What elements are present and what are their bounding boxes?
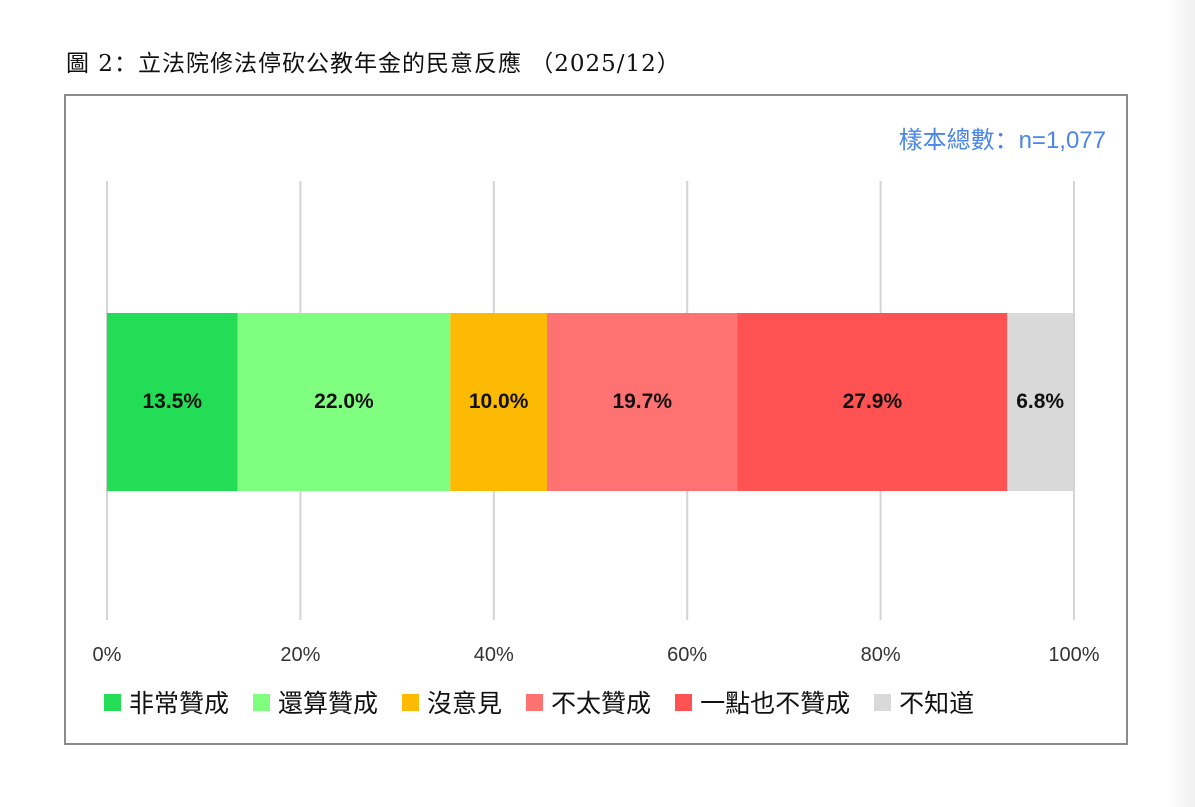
- legend-swatch: [402, 693, 420, 711]
- page-edge-shadow: [1167, 0, 1195, 807]
- x-tick-label: 80%: [861, 644, 901, 666]
- legend-item: 不知道: [874, 684, 974, 720]
- legend-label: 不知道: [899, 690, 975, 718]
- legend-label: 還算贊成: [278, 690, 379, 718]
- bar-segment: [450, 313, 547, 491]
- data-label: 6.8%: [1016, 390, 1064, 413]
- bar-segment: [546, 313, 738, 491]
- legend-label: 沒意見: [427, 690, 503, 718]
- legend-swatch: [104, 693, 121, 711]
- x-tick-label: 100%: [1048, 644, 1099, 666]
- data-label: 13.5%: [142, 390, 202, 413]
- data-label: 27.9%: [843, 390, 903, 413]
- data-label: 22.0%: [314, 390, 374, 413]
- x-tick-label: 60%: [667, 644, 707, 666]
- legend-swatch: [526, 693, 544, 711]
- x-tick-label: 40%: [474, 644, 514, 666]
- bar-segment: [1007, 313, 1074, 491]
- legend-swatch: [874, 693, 892, 711]
- legend-swatch: [253, 693, 271, 711]
- x-tick-label: 0%: [93, 644, 122, 666]
- bar-segment: [737, 313, 1008, 491]
- legend-swatch: [675, 693, 693, 711]
- sample-size-note: 樣本總數：n=1,077: [898, 127, 1106, 154]
- legend-item: 沒意見: [402, 684, 502, 720]
- data-label: 10.0%: [469, 390, 529, 413]
- x-tick-label: 20%: [280, 644, 320, 666]
- bar-segment: [107, 313, 238, 491]
- legend-label: 一點也不贊成: [700, 690, 851, 718]
- data-label: 19.7%: [612, 390, 672, 413]
- legend-item: 不太贊成: [526, 684, 651, 720]
- figure-title: 圖 2：立法院修法停砍公教年金的民意反應 （2025/12）: [66, 51, 681, 77]
- legend-item: 一點也不贊成: [675, 684, 850, 720]
- legend-label: 不太贊成: [551, 690, 652, 718]
- legend-item: 非常贊成: [104, 684, 229, 720]
- bar-segment: [237, 313, 451, 491]
- legend-label: 非常贊成: [129, 690, 230, 718]
- legend-item: 還算贊成: [253, 684, 378, 720]
- legend: 非常贊成 還算贊成 沒意見 不太贊成 一點也不贊成 不知道: [104, 684, 998, 720]
